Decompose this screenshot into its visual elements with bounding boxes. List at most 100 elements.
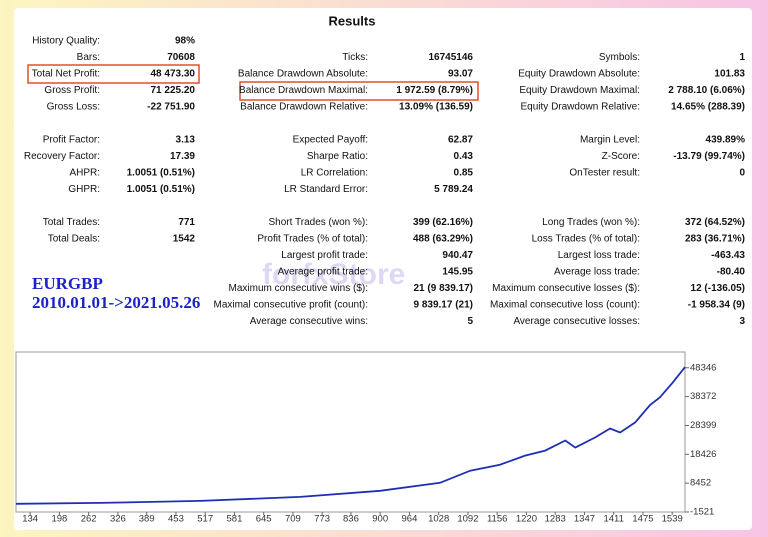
stat-value: 1.0051 (0.51%) [127, 184, 195, 195]
plot-area [15, 351, 686, 513]
stat-value: 98% [175, 36, 195, 47]
stat-label: Largest loss trade: [558, 250, 640, 261]
stat-label: Balance Drawdown Relative: [240, 102, 368, 113]
stat-value: 5 [467, 316, 473, 327]
stat-value: -13.79 (99.74%) [673, 151, 745, 162]
stat-label: OnTester result: [569, 168, 640, 179]
stat-value: 488 (63.29%) [413, 234, 473, 245]
stat-label: Ticks: [342, 52, 368, 63]
stat-label: GHPR: [68, 184, 100, 195]
symbol: EURGBP [32, 274, 103, 293]
stat-value: 0.85 [454, 168, 474, 179]
stat-label: Balance Drawdown Absolute: [238, 69, 368, 80]
stat-value: 1 972.59 (8.79%) [396, 85, 473, 96]
stat-value: 940.47 [442, 250, 473, 261]
stat-label: Maximum consecutive wins ($): [229, 283, 368, 294]
x-tick-label: 645 [256, 514, 272, 525]
report-title: Results [329, 13, 376, 28]
stat-value: -80.40 [717, 267, 746, 278]
stat-label: Gross Profit: [44, 85, 100, 96]
stat-value: 0 [739, 168, 745, 179]
stat-value: -22 751.90 [147, 102, 195, 113]
stat-value: -1 958.34 (9) [688, 300, 745, 311]
highlight-box [27, 64, 200, 84]
stat-value: -463.43 [711, 250, 745, 261]
stat-label: Recovery Factor: [24, 151, 100, 162]
stat-value: 1 [739, 52, 745, 63]
stat-value: 1542 [173, 234, 196, 245]
stat-label: Balance Drawdown Maximal: [239, 85, 368, 96]
x-tick-label: 581 [227, 514, 243, 525]
stat-label: Average consecutive wins: [250, 316, 368, 327]
x-tick-label: 1539 [662, 514, 683, 525]
x-tick-label: 1347 [574, 514, 595, 525]
stat-value: 3 [739, 316, 745, 327]
stat-value: 13.09% (136.59) [399, 102, 473, 113]
stat-value: 48 473.30 [151, 69, 196, 80]
stat-value: 283 (36.71%) [685, 234, 745, 245]
stat-value: 771 [178, 217, 195, 228]
stat-label: Bars: [77, 52, 100, 63]
stat-value: 2 788.10 (6.06%) [668, 85, 745, 96]
stat-label: Total Trades: [43, 217, 100, 228]
stat-value: 1.0051 (0.51%) [127, 168, 195, 179]
stat-value: 0.43 [454, 151, 474, 162]
stat-label: Sharpe Ratio: [307, 151, 368, 162]
stat-label: Long Trades (won %): [542, 217, 640, 228]
watermark: forfxStore [262, 258, 405, 291]
stat-label: Average consecutive losses: [513, 316, 640, 327]
stat-label: Profit Trades (% of total): [257, 234, 368, 245]
x-tick-label: 1283 [545, 514, 566, 525]
stat-value: 71 225.20 [151, 85, 196, 96]
y-tick-label: 8452 [690, 478, 711, 489]
period: 2010.01.01->2021.05.26 [32, 293, 200, 312]
x-tick-label: 1411 [603, 514, 623, 525]
stat-label: Expected Payoff: [293, 135, 368, 146]
x-tick-label: 262 [81, 514, 97, 525]
y-tick-label: 28399 [690, 420, 716, 431]
stat-label: Average loss trade: [554, 267, 640, 278]
x-tick-label: 900 [372, 514, 388, 525]
x-tick-label: 326 [110, 514, 126, 525]
stat-label: Margin Level: [580, 135, 640, 146]
stat-value: 372 (64.52%) [685, 217, 745, 228]
stat-label: Symbols: [599, 52, 640, 63]
x-tick-label: 134 [22, 514, 38, 525]
x-tick-label: 1156 [487, 514, 507, 525]
stat-label: Total Net Profit: [32, 69, 100, 80]
highlight-box [239, 81, 479, 101]
stat-label: Maximal consecutive profit (count): [213, 300, 368, 311]
stat-value: 439.89% [706, 135, 746, 146]
x-tick-label: 198 [51, 514, 67, 525]
stat-label: Z-Score: [602, 151, 640, 162]
stat-value: 9 839.17 (21) [414, 300, 474, 311]
stat-value: 93.07 [448, 69, 473, 80]
stat-value: 21 (9 839.17) [414, 283, 474, 294]
x-tick-label: 517 [197, 514, 213, 525]
stat-label: Equity Drawdown Maximal: [519, 85, 640, 96]
stat-value: 145.95 [442, 267, 473, 278]
stat-value: 399 (62.16%) [413, 217, 473, 228]
stat-label: Loss Trades (% of total): [532, 234, 640, 245]
stat-label: Equity Drawdown Relative: [521, 102, 641, 113]
x-tick-label: 709 [285, 514, 301, 525]
stat-value: 3.13 [176, 135, 196, 146]
stat-label: LR Correlation: [301, 168, 368, 179]
y-tick-label: 38372 [690, 391, 716, 402]
equity-line [15, 366, 686, 505]
stat-value: 14.65% (288.39) [671, 102, 745, 113]
stat-label: Profit Factor: [43, 135, 100, 146]
stat-value: 12 (-136.05) [691, 283, 745, 294]
x-tick-label: 1028 [428, 514, 449, 525]
stat-label: Largest profit trade: [281, 250, 368, 261]
x-tick-label: 1092 [457, 514, 478, 525]
x-tick-label: 836 [343, 514, 359, 525]
stat-label: Total Deals: [48, 234, 100, 245]
stat-label: Equity Drawdown Absolute: [518, 69, 640, 80]
stat-value: 5 789.24 [434, 184, 473, 195]
stat-label: Average profit trade: [278, 267, 368, 278]
y-tick-label: 48346 [690, 362, 716, 373]
x-tick-label: 453 [168, 514, 184, 525]
x-tick-label: 964 [402, 514, 418, 525]
